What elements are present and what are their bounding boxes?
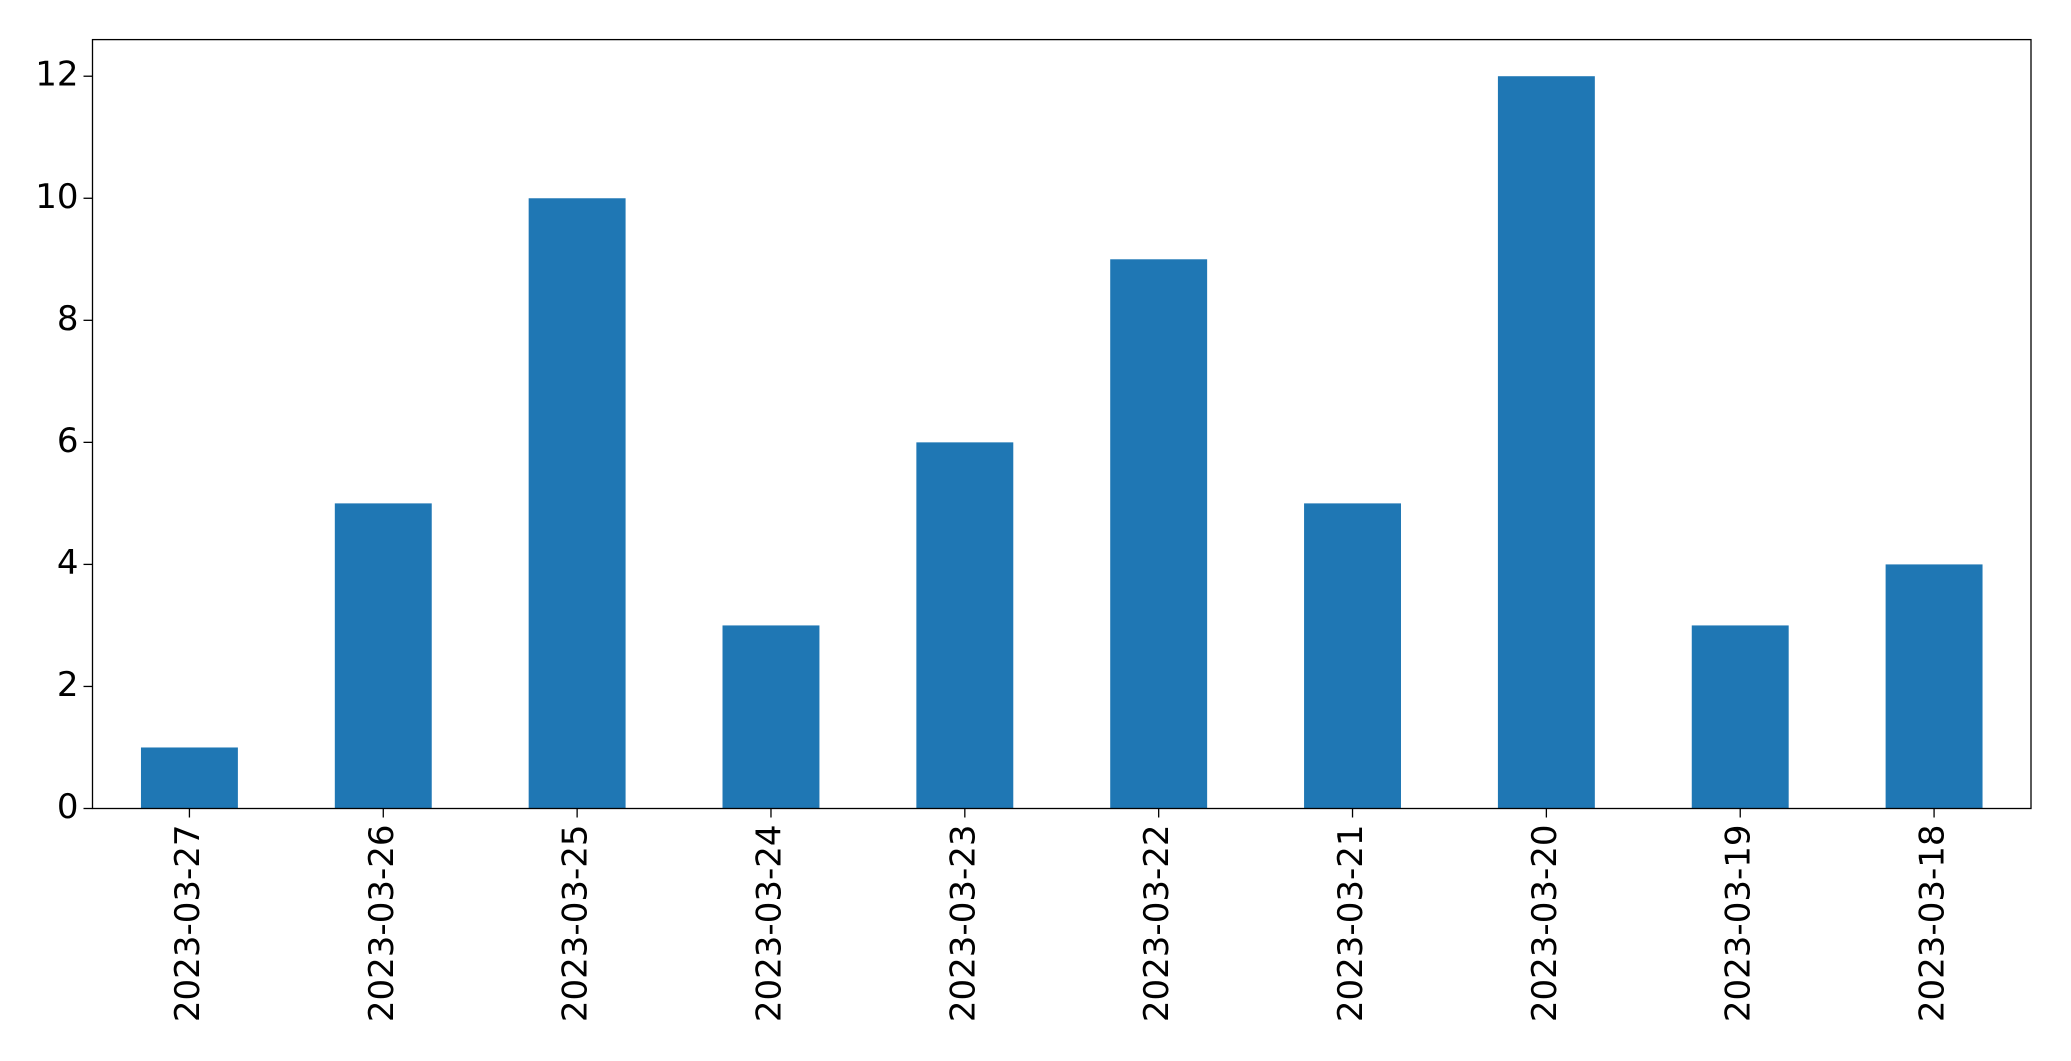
x-tick-label: 2023-03-23 bbox=[943, 824, 983, 1022]
bar bbox=[1110, 259, 1208, 809]
x-tick-label: 2023-03-18 bbox=[1913, 825, 1953, 1023]
x-tick-label: 2023-03-25 bbox=[556, 825, 596, 1023]
bar bbox=[916, 442, 1014, 809]
y-tick-label: 8 bbox=[57, 299, 79, 339]
x-tick-label: 2023-03-21 bbox=[1331, 825, 1371, 1023]
x-tick-label: 2023-03-19 bbox=[1719, 825, 1759, 1023]
y-tick-label: 4 bbox=[57, 543, 79, 583]
bar bbox=[140, 747, 238, 809]
x-tick-label: 2023-03-27 bbox=[168, 825, 208, 1023]
bar bbox=[1885, 564, 1983, 809]
plot-frame bbox=[91, 38, 2032, 810]
y-tick-label: 2 bbox=[57, 665, 79, 705]
y-tick-label: 0 bbox=[57, 787, 79, 827]
bar bbox=[1497, 76, 1595, 809]
bar bbox=[722, 625, 820, 809]
x-tick-label: 2023-03-20 bbox=[1525, 825, 1565, 1023]
x-tick-label: 2023-03-24 bbox=[749, 825, 789, 1023]
y-tick-label: 12 bbox=[35, 55, 78, 95]
bar bbox=[1304, 503, 1401, 809]
y-tick-label: 10 bbox=[35, 177, 78, 217]
bar bbox=[528, 198, 626, 809]
y-tick-label: 6 bbox=[57, 421, 79, 461]
x-tick-label: 2023-03-22 bbox=[1137, 825, 1177, 1023]
bar bbox=[1691, 625, 1789, 809]
x-tick-label: 2023-03-26 bbox=[362, 825, 402, 1023]
bar bbox=[334, 503, 432, 809]
